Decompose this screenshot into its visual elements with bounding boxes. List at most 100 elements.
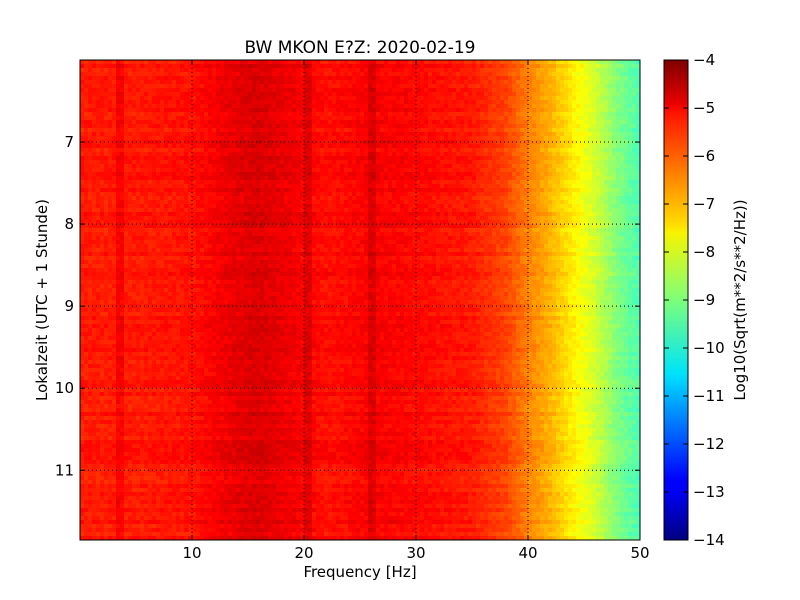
heatmap-cell (84, 260, 89, 265)
heatmap-cell (164, 488, 169, 493)
heatmap-cell (220, 328, 225, 333)
heatmap-cell (80, 364, 85, 369)
heatmap-cell (244, 156, 249, 161)
heatmap-cell (236, 192, 241, 197)
heatmap-cell (216, 352, 221, 357)
heatmap-cell (200, 472, 205, 477)
heatmap-cell (128, 292, 133, 297)
heatmap-cell (244, 324, 249, 329)
heatmap-cell (152, 404, 157, 409)
heatmap-cell (212, 232, 217, 237)
heatmap-cell (164, 156, 169, 161)
heatmap-cell (224, 392, 229, 397)
heatmap-cell (240, 528, 245, 533)
heatmap-cell (128, 200, 133, 205)
heatmap-cell (152, 252, 157, 257)
heatmap-cell (204, 332, 209, 337)
heatmap-cell (124, 508, 129, 513)
heatmap-cell (216, 340, 221, 345)
heatmap-cell (120, 368, 125, 373)
heatmap-cell (228, 336, 233, 341)
heatmap-cell (104, 480, 109, 485)
heatmap-cell (132, 104, 137, 109)
heatmap-cell (140, 532, 145, 537)
heatmap-cell (204, 256, 209, 261)
heatmap-cell (228, 452, 233, 457)
heatmap-cell (208, 288, 213, 293)
heatmap-cell (112, 320, 117, 325)
heatmap-cell (156, 268, 161, 273)
heatmap-cell (88, 516, 93, 521)
heatmap-cell (164, 120, 169, 125)
heatmap-cell (192, 196, 197, 201)
heatmap-cell (232, 388, 237, 393)
heatmap-cell (140, 124, 145, 129)
heatmap-cell (116, 168, 121, 173)
heatmap-cell (88, 200, 93, 205)
heatmap-cell (140, 400, 145, 405)
heatmap-cell (160, 400, 165, 405)
heatmap-cell (80, 308, 85, 313)
heatmap-cell (140, 164, 145, 169)
heatmap-cell (176, 416, 181, 421)
heatmap-cell (140, 72, 145, 77)
heatmap-cell (204, 320, 209, 325)
heatmap-cell (232, 408, 237, 413)
heatmap-cell (192, 104, 197, 109)
heatmap-cell (180, 124, 185, 129)
heatmap-cell (84, 120, 89, 125)
heatmap-cell (196, 180, 201, 185)
heatmap-cell (128, 148, 133, 153)
heatmap-cell (152, 336, 157, 341)
heatmap-cell (240, 452, 245, 457)
heatmap-cell (128, 244, 133, 249)
heatmap-cell (184, 348, 189, 353)
heatmap-cell (132, 240, 137, 245)
heatmap-cell (160, 272, 165, 277)
heatmap-cell (240, 508, 245, 513)
heatmap-cell (176, 356, 181, 361)
heatmap-cell (176, 404, 181, 409)
heatmap-cell (124, 92, 129, 97)
heatmap-cell (176, 140, 181, 145)
heatmap-cell (200, 188, 205, 193)
heatmap-cell (108, 480, 113, 485)
heatmap-cell (200, 124, 205, 129)
heatmap-cell (132, 60, 137, 65)
heatmap-cell (80, 452, 85, 457)
heatmap-cell (196, 376, 201, 381)
heatmap-cell (112, 180, 117, 185)
heatmap-cell (228, 500, 233, 505)
heatmap-cell (104, 264, 109, 269)
heatmap-cell (104, 364, 109, 369)
heatmap-cell (80, 328, 85, 333)
heatmap-cell (208, 408, 213, 413)
heatmap-cell (196, 480, 201, 485)
heatmap-cell (148, 336, 153, 341)
heatmap-cell (184, 68, 189, 73)
heatmap-cell (200, 296, 205, 301)
heatmap-cell (140, 428, 145, 433)
heatmap-cell (176, 72, 181, 77)
heatmap-cell (228, 212, 233, 217)
heatmap-cell (84, 292, 89, 297)
heatmap-cell (124, 216, 129, 221)
heatmap-cell (200, 528, 205, 533)
heatmap-cell (188, 292, 193, 297)
heatmap-cell (236, 472, 241, 477)
heatmap-cell (88, 360, 93, 365)
heatmap-cell (232, 336, 237, 341)
heatmap-cell (124, 196, 129, 201)
heatmap-cell (172, 116, 177, 121)
heatmap-cell (120, 500, 125, 505)
heatmap-cell (128, 464, 133, 469)
heatmap-cell (132, 520, 137, 525)
heatmap-cell (116, 228, 121, 233)
heatmap-cell (152, 264, 157, 269)
heatmap-cell (212, 192, 217, 197)
heatmap-cell (88, 64, 93, 69)
heatmap-cell (144, 520, 149, 525)
heatmap-cell (108, 168, 113, 173)
heatmap-cell (204, 116, 209, 121)
heatmap-cell (88, 256, 93, 261)
